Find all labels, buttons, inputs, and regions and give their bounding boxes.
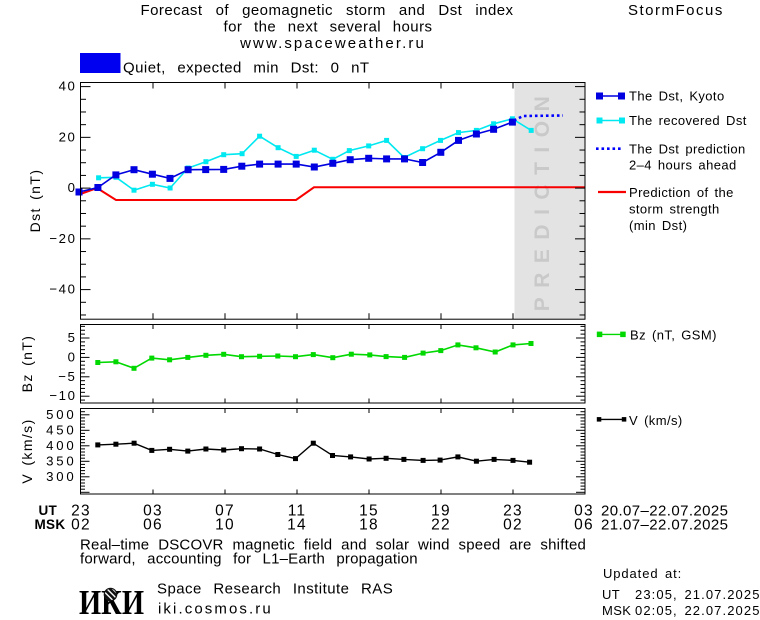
svg-text:02:05, 22.07.2025: 02:05, 22.07.2025 (635, 603, 760, 618)
svg-text:storm strength: storm strength (629, 202, 720, 217)
svg-text:23: 23 (71, 503, 91, 520)
svg-text:20: 20 (59, 129, 77, 144)
svg-text:Real–time DSCOVR magnetic fiel: Real–time DSCOVR magnetic field and sola… (80, 537, 586, 554)
svg-text:23: 23 (503, 503, 523, 520)
svg-text:18: 18 (359, 516, 379, 533)
svg-text:500: 500 (46, 407, 76, 422)
svg-text:350: 350 (46, 453, 76, 468)
svg-text:−20: −20 (49, 231, 76, 246)
svg-text:Prediction of the: Prediction of the (629, 185, 734, 200)
svg-text:300: 300 (46, 469, 76, 484)
svg-text:StormFocus: StormFocus (628, 2, 724, 19)
svg-text:−10: −10 (49, 388, 76, 403)
svg-text:−40: −40 (49, 282, 76, 297)
svg-text:Forecast of geomagnetic storm: Forecast of geomagnetic storm and Dst in… (141, 2, 514, 19)
svg-text:03: 03 (574, 503, 594, 520)
svg-text:22: 22 (431, 516, 451, 533)
svg-text:20.07–22.07.2025: 20.07–22.07.2025 (601, 503, 728, 520)
svg-text:UT: UT (39, 503, 58, 518)
svg-text:11: 11 (288, 503, 307, 520)
svg-text:V (km/s): V (km/s) (19, 418, 35, 483)
svg-text:The Dst prediction: The Dst prediction (629, 142, 746, 157)
svg-text:PREDICTION: PREDICTION (531, 87, 554, 312)
svg-text:MSK: MSK (35, 517, 66, 532)
svg-text:14: 14 (287, 516, 307, 533)
svg-text:03: 03 (143, 503, 163, 520)
svg-text:iki.cosmos.ru: iki.cosmos.ru (158, 601, 273, 618)
svg-text:06: 06 (143, 516, 163, 533)
svg-text:Updated at:: Updated at: (603, 566, 682, 581)
svg-text:The Dst, Kyoto: The Dst, Kyoto (629, 89, 725, 104)
svg-text:0: 0 (68, 349, 77, 364)
svg-text:15: 15 (359, 503, 379, 520)
svg-text:21.07–22.07.2025: 21.07–22.07.2025 (601, 516, 728, 533)
svg-text:forward, accounting for L1–Ear: forward, accounting for L1–Earth propaga… (80, 551, 418, 568)
svg-text:450: 450 (46, 422, 76, 437)
svg-text:06: 06 (574, 516, 594, 533)
svg-text:www.spaceweather.ru: www.spaceweather.ru (239, 35, 426, 52)
svg-text:Dst (nT): Dst (nT) (27, 169, 43, 233)
svg-text:40: 40 (59, 79, 77, 94)
svg-text:Bz (nT): Bz (nT) (19, 335, 35, 393)
svg-text:The recovered Dst: The recovered Dst (629, 113, 747, 128)
svg-text:02: 02 (503, 516, 523, 533)
svg-text:−5: −5 (58, 369, 76, 384)
svg-text:0: 0 (68, 180, 77, 195)
svg-text:02: 02 (71, 516, 91, 533)
svg-text:19: 19 (431, 503, 451, 520)
svg-text:MSK: MSK (602, 603, 631, 618)
svg-text:Bz (nT, GSM): Bz (nT, GSM) (630, 328, 717, 343)
svg-text:Quiet, expected min Dst: 0 nT: Quiet, expected min Dst: 0 nT (123, 60, 369, 77)
svg-text:5: 5 (68, 330, 77, 345)
svg-text:10: 10 (215, 516, 235, 533)
svg-text:V (km/s): V (km/s) (629, 413, 683, 428)
svg-text:2–4 hours ahead: 2–4 hours ahead (629, 158, 737, 173)
svg-text:for the next several hours: for the next several hours (224, 18, 433, 35)
svg-text:400: 400 (46, 438, 76, 453)
svg-text:(min Dst): (min Dst) (629, 218, 687, 233)
svg-text:23:05, 21.07.2025: 23:05, 21.07.2025 (635, 587, 760, 602)
svg-text:UT: UT (602, 587, 620, 602)
svg-text:07: 07 (215, 503, 235, 520)
svg-text:Space Research Institute RAS: Space Research Institute RAS (157, 581, 393, 598)
